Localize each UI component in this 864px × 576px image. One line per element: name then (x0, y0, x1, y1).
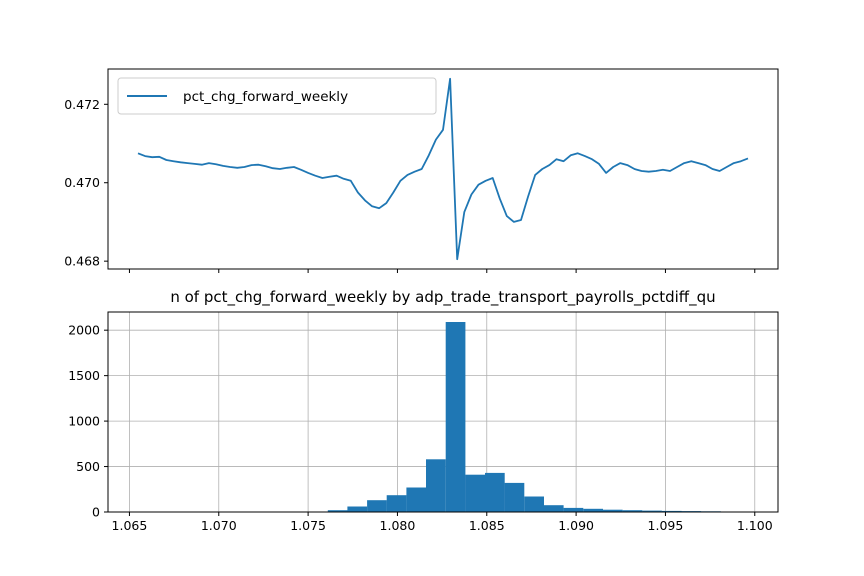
y-tick-label: 0.470 (64, 175, 100, 190)
x-tick-label: 1.070 (201, 518, 237, 533)
x-tick-label: 1.065 (112, 518, 148, 533)
histogram-bar (426, 459, 446, 512)
histogram-bar (642, 510, 662, 512)
histogram-bar (563, 507, 584, 512)
x-tick-label: 1.095 (648, 518, 684, 533)
legend: pct_chg_forward_weekly (117, 77, 437, 115)
histogram-bar (386, 495, 407, 512)
y-tick-label: 0.468 (64, 254, 100, 269)
x-tick-label: 1.090 (558, 518, 594, 533)
histogram-bar (602, 509, 623, 512)
histogram-bar (543, 505, 564, 512)
histogram-frame (107, 311, 779, 513)
histogram-panel: 1.065 1.070 1.075 1.080 1.085 1.090 1.095 1.100… (68, 311, 779, 533)
line-chart-ticks: 0.468 0.470 0.472 (64, 97, 756, 273)
y-tick-label: 2000 (68, 323, 100, 338)
histogram-bar (367, 500, 387, 512)
histogram-bar (661, 510, 682, 512)
y-tick-label: 1500 (68, 368, 100, 383)
histogram-bar (406, 487, 427, 512)
y-tick-label: 0 (92, 505, 100, 520)
histogram-bar (524, 496, 544, 512)
x-tick-label: 1.100 (737, 518, 773, 533)
histogram-bar (347, 506, 368, 512)
line-chart-frame (107, 68, 779, 270)
histogram-bar (622, 510, 643, 512)
y-tick-label: 1000 (68, 414, 100, 429)
line-chart-panel: 0.468 0.470 0.472 pct_chg_forward_weekly (64, 68, 779, 273)
x-tick-label: 1.075 (290, 518, 326, 533)
histogram-bars (129, 322, 746, 513)
histogram-bar (327, 510, 348, 512)
histogram-bar (445, 322, 466, 512)
y-tick-label: 0.472 (64, 97, 100, 112)
histogram-bar (583, 508, 603, 512)
histogram-title: n of pct_chg_forward_weekly by adp_trade… (170, 288, 715, 307)
x-tick-label: 1.080 (380, 518, 416, 533)
histogram-bar (485, 472, 505, 512)
histogram-bar (465, 474, 485, 512)
legend-label: pct_chg_forward_weekly (183, 89, 348, 105)
series-line-pct-chg-forward-weekly (137, 77, 749, 261)
y-tick-label: 500 (76, 459, 100, 474)
x-tick-label: 1.085 (469, 518, 505, 533)
histogram-bar (504, 482, 525, 512)
legend-box (117, 77, 437, 115)
histogram-ticks: 1.065 1.070 1.075 1.080 1.085 1.090 1.095 1.100… (68, 323, 773, 533)
